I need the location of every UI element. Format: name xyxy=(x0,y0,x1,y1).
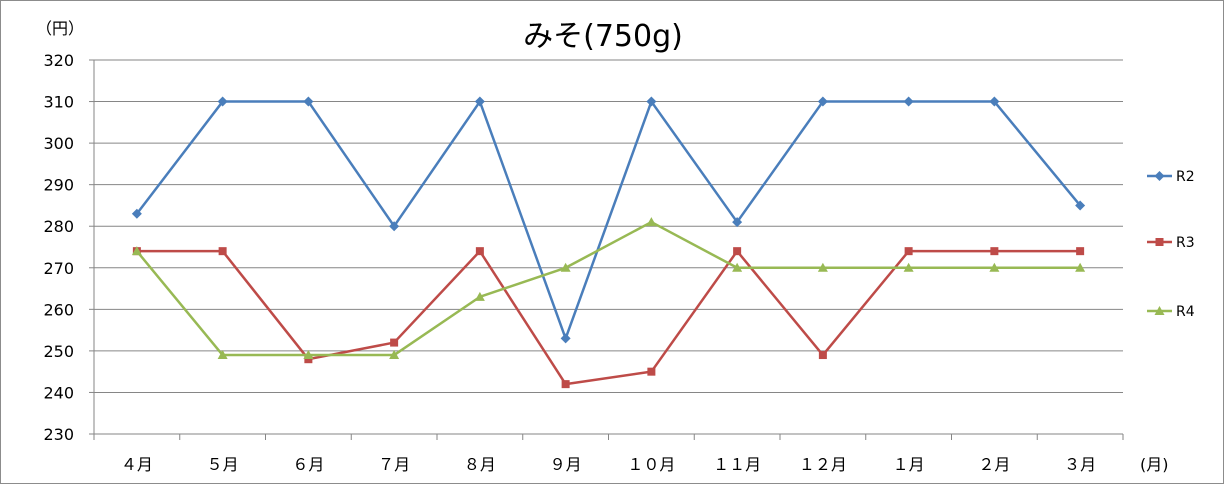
series-r3 xyxy=(132,247,1085,389)
y-tick-label: 250 xyxy=(43,342,74,361)
x-tick-label: ３月 xyxy=(1064,455,1096,474)
x-tick-labels: ４月 ５月 ６月 ７月 ８月 ９月 １０月 １１月 １２月 １月 ２月 ３月 xyxy=(121,455,1096,474)
data-point-r3 xyxy=(561,380,570,389)
x-tick-label: ７月 xyxy=(378,455,410,474)
chart-title: みそ(750g) xyxy=(523,19,683,54)
data-point-r2 xyxy=(474,96,485,107)
legend-label-r3: R3 xyxy=(1176,235,1195,251)
data-point-r4 xyxy=(646,217,657,227)
x-axis-unit-label: (月) xyxy=(1140,455,1169,474)
data-point-r4 xyxy=(1075,262,1086,272)
data-point-r4 xyxy=(389,350,400,360)
data-point-r3 xyxy=(218,247,227,256)
data-point-r4 xyxy=(474,291,485,301)
legend-marker-r2 xyxy=(1154,171,1165,181)
x-tick-label: ４月 xyxy=(121,455,153,474)
x-tick-label: １０月 xyxy=(627,455,675,474)
data-point-r2 xyxy=(903,96,914,107)
data-point-r3 xyxy=(475,247,484,256)
data-point-r4 xyxy=(303,350,314,360)
x-tick-label: ５月 xyxy=(207,455,239,474)
y-tick-label: 240 xyxy=(43,383,74,402)
data-point-r4 xyxy=(560,262,571,272)
data-point-r4 xyxy=(903,262,914,272)
data-point-r2 xyxy=(217,96,228,107)
data-point-r3 xyxy=(733,247,742,256)
y-tick-label: 260 xyxy=(43,300,74,319)
y-tick-label: 310 xyxy=(43,93,74,112)
legend-item-r3: R3 xyxy=(1147,235,1195,251)
x-tick-label: ８月 xyxy=(464,455,496,474)
legend-marker-r3 xyxy=(1155,238,1164,246)
data-point-r3 xyxy=(647,367,656,376)
series-r4 xyxy=(131,217,1086,360)
series-line-r3 xyxy=(136,249,1081,386)
x-tick-label: １２月 xyxy=(799,455,847,474)
x-tick-label: ２月 xyxy=(978,455,1010,474)
legend-item-r4: R4 xyxy=(1147,304,1195,320)
legend: R2 R3 R4 xyxy=(1147,169,1195,320)
y-tick-label: 230 xyxy=(43,425,74,444)
y-tick-label: 280 xyxy=(43,217,74,236)
data-point-r2 xyxy=(303,96,314,107)
legend-label-r4: R4 xyxy=(1176,304,1195,320)
series-line-r4 xyxy=(135,220,1081,357)
data-point-r4 xyxy=(989,262,1000,272)
x-tick-label: １月 xyxy=(893,455,925,474)
data-point-r2 xyxy=(131,208,142,219)
data-point-r3 xyxy=(390,338,399,347)
data-point-r4 xyxy=(732,262,743,272)
series-line-r2 xyxy=(135,100,1082,340)
data-point-r2 xyxy=(1075,200,1086,211)
y-tick-label: 320 xyxy=(43,51,74,70)
legend-item-r2: R2 xyxy=(1147,169,1195,185)
data-point-r2 xyxy=(389,221,400,232)
data-point-r3 xyxy=(818,351,827,360)
data-point-r3 xyxy=(1076,247,1085,256)
data-point-r4 xyxy=(131,246,142,256)
data-point-r4 xyxy=(217,350,228,360)
x-tick-label: １１月 xyxy=(713,455,761,474)
y-tick-labels: 320 310 300 290 280 270 260 250 240 230 xyxy=(43,51,74,444)
data-point-r2 xyxy=(560,333,571,344)
data-point-r4 xyxy=(817,262,828,272)
series-r2 xyxy=(131,96,1086,344)
series-group xyxy=(131,96,1086,389)
y-tick-label: 270 xyxy=(43,259,74,278)
data-point-r2 xyxy=(989,96,1000,107)
y-axis-unit-label: （円） xyxy=(36,19,84,38)
data-point-r2 xyxy=(732,217,743,228)
legend-marker-r4 xyxy=(1154,306,1165,315)
data-point-r2 xyxy=(817,96,828,107)
y-tick-label: 300 xyxy=(43,134,74,153)
x-tick-label: ６月 xyxy=(292,455,324,474)
axes xyxy=(89,59,1124,440)
data-point-r2 xyxy=(646,96,657,107)
data-point-r3 xyxy=(904,247,913,256)
data-point-r3 xyxy=(304,355,313,364)
y-tick-label: 290 xyxy=(43,176,74,195)
x-tick-label: ９月 xyxy=(550,455,582,474)
data-point-r3 xyxy=(990,247,999,256)
legend-label-r2: R2 xyxy=(1176,169,1195,185)
